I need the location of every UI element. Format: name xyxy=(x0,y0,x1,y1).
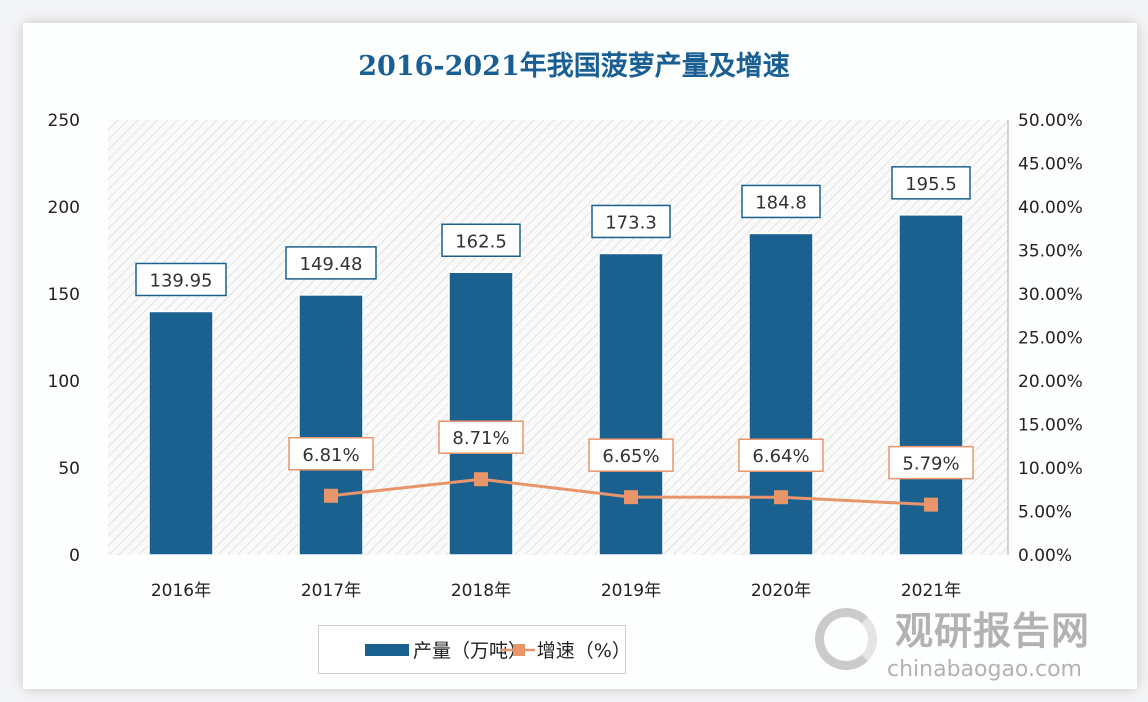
growth-marker xyxy=(924,497,938,512)
growth-marker xyxy=(624,490,638,505)
x-tick-label: 2017年 xyxy=(301,581,361,601)
x-tick-label: 2016年 xyxy=(151,581,211,601)
x-tick-label: 2021年 xyxy=(901,581,961,601)
x-tick-label: 2019年 xyxy=(601,581,661,601)
y2-tick-label: 45.00% xyxy=(1018,155,1083,175)
watermark-logo-icon xyxy=(815,608,877,670)
bar xyxy=(598,252,664,556)
y2-tick-label: 5.00% xyxy=(1018,503,1072,523)
line-data-label: 8.71% xyxy=(452,428,509,449)
bar-label-box xyxy=(135,262,227,297)
y-tick-label: 200 xyxy=(48,198,80,218)
y2-tick-label: 25.00% xyxy=(1018,329,1083,349)
y2-tick-label: 0.00% xyxy=(1018,546,1072,566)
y-tick-label: 250 xyxy=(48,111,80,131)
y-tick-label: 150 xyxy=(48,285,80,305)
line-data-label: 6.81% xyxy=(302,445,359,466)
y-tick-label: 100 xyxy=(48,372,80,392)
x-tick-label: 2020年 xyxy=(751,581,811,601)
growth-marker xyxy=(774,490,788,505)
bar xyxy=(298,294,364,556)
watermark: 观研报告网 chinabaogao.com xyxy=(805,600,1090,682)
y2-tick-label: 20.00% xyxy=(1018,372,1083,392)
bar-data-label: 173.3 xyxy=(605,212,657,233)
bar-data-label: 195.5 xyxy=(905,174,957,195)
bar-label-box xyxy=(441,223,521,257)
line-label-box xyxy=(738,438,824,472)
bar-label-box xyxy=(591,204,671,239)
growth-marker xyxy=(324,488,338,503)
y2-tick-label: 10.00% xyxy=(1018,459,1083,479)
line-label-box xyxy=(588,438,674,472)
line-label-box xyxy=(288,437,374,471)
growth-marker xyxy=(474,472,488,487)
y-tick-label: 50 xyxy=(58,459,80,479)
y2-tick-label: 35.00% xyxy=(1018,242,1083,262)
y2-tick-label: 15.00% xyxy=(1018,416,1083,436)
chart-title: 2016-2021年我国菠萝产量及增速 xyxy=(358,51,790,82)
legend-item-production: 产量（万吨） xyxy=(365,636,527,663)
y-tick-label: 0 xyxy=(69,546,80,566)
legend-item-growth: 增速（%） xyxy=(501,636,631,663)
plot-area xyxy=(108,120,1008,555)
bar-data-label: 184.8 xyxy=(755,192,807,213)
bar xyxy=(148,310,214,556)
bar-label-box xyxy=(285,246,377,280)
bar-data-label: 139.95 xyxy=(150,270,213,291)
x-tick-label: 2018年 xyxy=(451,581,511,601)
line-data-label: 5.79% xyxy=(902,454,959,475)
y2-tick-label: 50.00% xyxy=(1018,111,1083,131)
y2-tick-label: 30.00% xyxy=(1018,285,1083,305)
line-data-label: 6.65% xyxy=(602,446,659,467)
bar-data-label: 149.48 xyxy=(300,254,363,275)
bar xyxy=(748,232,814,556)
legend: 产量（万吨） 增速（%） xyxy=(318,625,631,674)
line-marker-swatch-icon xyxy=(501,643,535,656)
line-data-label: 6.64% xyxy=(752,446,809,467)
bar-label-box xyxy=(891,166,971,200)
bar-data-label: 162.5 xyxy=(455,231,507,252)
line-label-box xyxy=(888,445,974,480)
bar-swatch-icon xyxy=(365,643,409,656)
bar-label-box xyxy=(741,184,821,219)
y2-tick-label: 40.00% xyxy=(1018,198,1083,218)
line-label-box xyxy=(438,420,524,454)
bar xyxy=(448,271,514,556)
